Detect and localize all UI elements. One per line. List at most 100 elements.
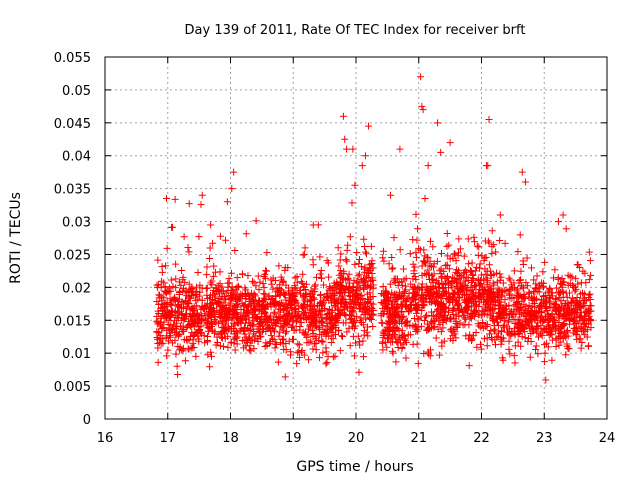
data-point	[262, 267, 270, 275]
data-point	[498, 327, 506, 335]
data-point	[546, 293, 554, 301]
data-point	[189, 339, 197, 347]
data-point	[499, 279, 507, 287]
data-point	[361, 277, 369, 285]
data-point	[262, 267, 270, 275]
data-point	[585, 291, 593, 299]
data-point	[274, 358, 282, 366]
data-point	[190, 305, 198, 313]
data-point	[318, 337, 326, 345]
data-point	[391, 313, 399, 321]
data-point	[550, 301, 558, 309]
data-point	[164, 346, 172, 354]
data-point	[541, 258, 549, 266]
data-point	[244, 306, 252, 314]
data-point	[427, 298, 435, 306]
data-point	[396, 339, 404, 347]
data-point	[510, 267, 518, 275]
data-point	[452, 278, 460, 286]
data-point	[469, 286, 477, 294]
data-point	[303, 315, 311, 323]
data-point	[317, 266, 325, 274]
data-point	[420, 317, 428, 325]
data-point	[518, 168, 526, 176]
data-point	[356, 255, 364, 263]
data-point	[525, 334, 533, 342]
data-point	[278, 324, 286, 332]
data-point	[316, 270, 324, 278]
data-point	[379, 283, 387, 291]
data-point	[392, 358, 400, 366]
data-point	[215, 295, 223, 303]
data-point	[495, 294, 503, 302]
data-point	[307, 318, 315, 326]
data-point	[359, 321, 367, 329]
data-point	[343, 145, 351, 153]
data-point	[352, 322, 360, 330]
data-point	[578, 338, 586, 346]
data-point	[345, 311, 353, 319]
data-point	[490, 241, 498, 249]
data-point	[183, 310, 191, 318]
data-point	[301, 244, 309, 252]
data-point	[323, 311, 331, 319]
data-point	[282, 305, 290, 313]
data-point	[441, 279, 449, 287]
data-point	[294, 312, 302, 320]
data-point	[573, 331, 581, 339]
data-point	[188, 292, 196, 300]
data-point	[237, 319, 245, 327]
data-point	[383, 304, 391, 312]
data-point	[578, 313, 586, 321]
data-point	[446, 139, 454, 147]
data-point	[255, 329, 263, 337]
data-point	[353, 248, 361, 256]
data-point	[194, 329, 202, 337]
data-point	[357, 314, 365, 322]
data-point	[475, 264, 483, 272]
data-point	[360, 305, 368, 313]
data-point	[251, 292, 259, 300]
data-point	[444, 295, 452, 303]
data-point	[242, 230, 250, 238]
data-point	[385, 320, 393, 328]
data-point	[330, 298, 338, 306]
data-point	[523, 320, 531, 328]
data-point	[271, 310, 279, 318]
data-point	[432, 334, 440, 342]
data-point	[339, 332, 347, 340]
data-point	[346, 233, 354, 241]
data-point	[361, 243, 369, 251]
data-point	[282, 329, 290, 337]
data-point	[297, 319, 305, 327]
data-point	[542, 302, 550, 310]
data-points	[153, 73, 595, 384]
data-point	[168, 325, 176, 333]
data-point	[289, 335, 297, 343]
data-point	[424, 266, 432, 274]
data-point	[398, 334, 406, 342]
data-point	[168, 301, 176, 309]
data-point	[557, 338, 565, 346]
data-point	[447, 314, 455, 322]
data-point	[562, 225, 570, 233]
data-point	[491, 293, 499, 301]
data-point	[482, 270, 490, 278]
data-point	[162, 262, 170, 270]
data-point	[365, 261, 373, 269]
data-point	[341, 135, 349, 143]
data-point	[313, 323, 321, 331]
data-point	[165, 284, 173, 292]
data-point	[546, 294, 554, 302]
data-point	[498, 288, 506, 296]
data-point	[198, 191, 206, 199]
data-point	[429, 243, 437, 251]
data-point	[298, 304, 306, 312]
data-point	[421, 252, 429, 260]
data-point	[511, 320, 519, 328]
data-point	[263, 324, 271, 332]
data-point	[427, 324, 435, 332]
data-point	[379, 254, 387, 262]
data-point	[330, 291, 338, 299]
data-point	[542, 324, 550, 332]
